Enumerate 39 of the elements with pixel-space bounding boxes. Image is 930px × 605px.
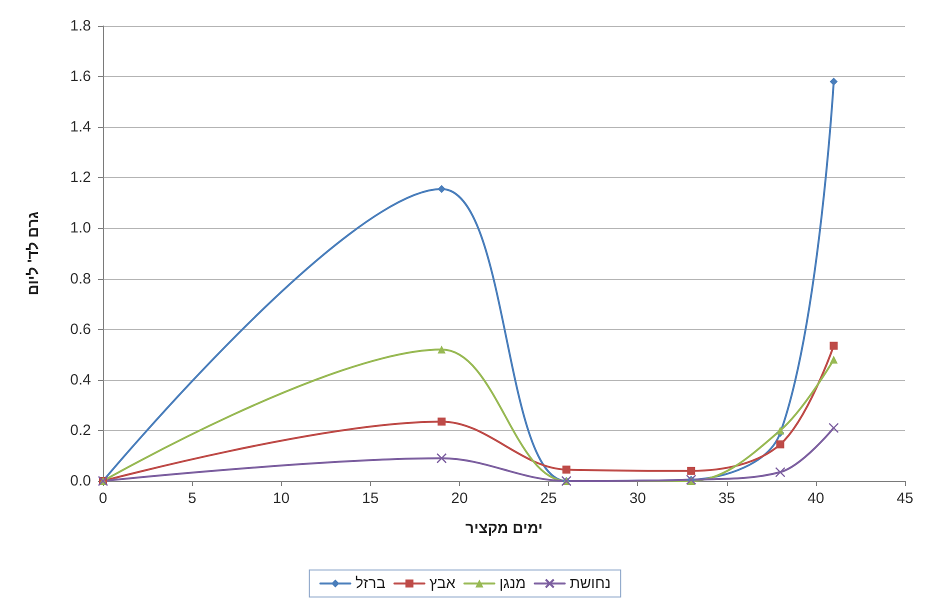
- x-tick-label: 0: [98, 490, 108, 507]
- x-tick-label: 5: [188, 490, 196, 507]
- point: [438, 346, 446, 354]
- point: [562, 466, 570, 474]
- y-tick-label: 1.0: [70, 220, 91, 237]
- y-tick-label: 0.4: [70, 371, 91, 388]
- x-tick-label: 35: [718, 490, 736, 507]
- point: [828, 422, 839, 434]
- y-axis-title: גרם לד' ליום: [25, 212, 42, 296]
- point: [438, 185, 446, 194]
- x-tick-label: 15: [362, 490, 379, 507]
- y-tick-label: 0.2: [70, 422, 91, 439]
- y-tick-label: 0.0: [70, 472, 91, 490]
- point: [830, 342, 838, 350]
- x-tick-label: 10: [272, 490, 290, 507]
- y-tick-label: 1.6: [70, 68, 91, 86]
- legend-label: נחושת: [570, 575, 611, 592]
- x-tick-label: 45: [896, 490, 914, 507]
- point: [830, 356, 838, 364]
- point: [775, 467, 786, 478]
- x-axis-title: ימים מקציר: [465, 520, 543, 537]
- legend-label: אבץ: [429, 575, 456, 592]
- point: [687, 466, 696, 475]
- y-tick-label: 1.2: [70, 169, 91, 186]
- point: [436, 453, 447, 464]
- x-tick-label: 40: [808, 490, 824, 507]
- y-tick-label: 0.8: [70, 270, 91, 288]
- point: [776, 426, 784, 434]
- x-tick-label: 20: [451, 490, 468, 507]
- point: [776, 440, 784, 448]
- x-tick-label: 25: [540, 490, 557, 507]
- y-tick-label: 1.4: [70, 118, 91, 136]
- point: [830, 78, 838, 86]
- legend-label: ברזל: [355, 575, 386, 592]
- y-tick-label: 0.6: [70, 320, 91, 338]
- legend-label: מנגן: [499, 575, 526, 592]
- x-tick-label: 30: [629, 490, 646, 507]
- y-tick-label: 1.8: [70, 18, 91, 34]
- point: [438, 418, 446, 426]
